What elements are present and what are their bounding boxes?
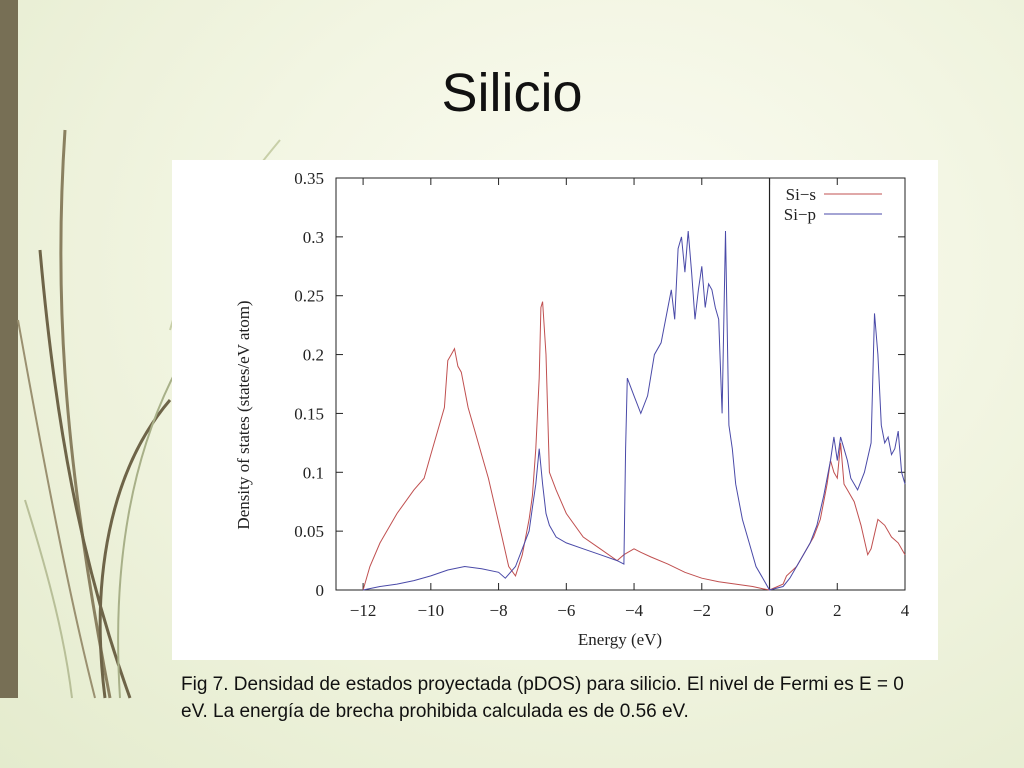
y-tick-label: 0.15 [294, 404, 324, 423]
plot-frame [335, 177, 906, 591]
decorative-grass-lines [17, 129, 281, 699]
x-tick-label: −2 [693, 601, 711, 620]
y-tick-label: 0.2 [303, 346, 324, 365]
y-tick-label: 0.1 [303, 463, 324, 482]
x-tick-label: 2 [833, 601, 842, 620]
x-tick-label: −12 [350, 601, 377, 620]
x-tick-label: −6 [557, 601, 575, 620]
slide-title: Silicio [441, 63, 583, 123]
x-tick-label: −8 [490, 601, 508, 620]
y-tick-label: 0.05 [294, 522, 324, 541]
y-tick-label: 0.25 [294, 287, 324, 306]
series-line-si-s [362, 301, 906, 591]
legend-label: Si−p [784, 205, 816, 224]
figure-caption: Fig 7. Densidad de estados proyectada (p… [181, 674, 904, 722]
y-tick-label: 0.35 [294, 169, 324, 188]
y-axis-label: Density of states (states/eV atom) [234, 300, 253, 529]
y-tick-label: 0 [316, 581, 325, 600]
x-tick-label: 4 [901, 601, 910, 620]
left-accent-bar [0, 0, 18, 698]
y-tick-label: 0.3 [303, 228, 324, 247]
series-line-si-p [362, 230, 906, 591]
x-tick-label: 0 [765, 601, 774, 620]
pdos-chart: 0 0.05 0.1 0.15 0.2 0.25 0.3 0.35 −12 −10 −8 −6 −4 −… [172, 160, 938, 660]
x-tick-label: −4 [625, 601, 644, 620]
x-axis-label: Energy (eV) [578, 630, 662, 649]
legend-label: Si−s [786, 185, 816, 204]
x-tick-label: −10 [418, 601, 445, 620]
